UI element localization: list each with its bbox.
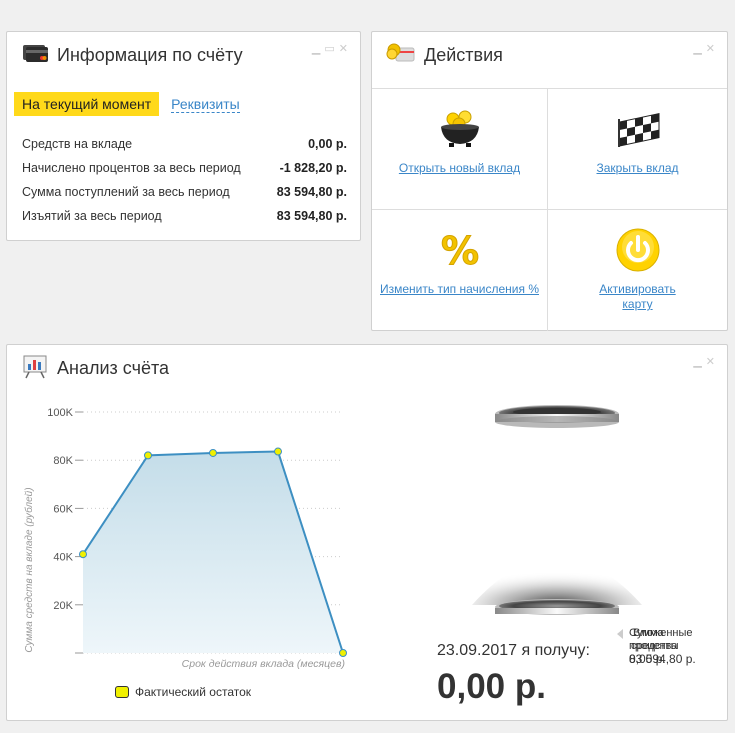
data-point	[209, 448, 217, 457]
change-interest-link[interactable]: Изменить тип начисления %	[380, 282, 539, 296]
y-tick-label: 80K	[53, 455, 73, 467]
account-info-panel: Информация по счёту ▁▭✕ На текущий момен…	[6, 31, 361, 241]
info-row-value: 0,00 р.	[308, 137, 347, 151]
maximize-icon[interactable]: ▭	[324, 42, 339, 55]
chart-legend: Фактический остаток	[115, 685, 251, 699]
actions-title: Действия	[424, 44, 503, 65]
window-controls: ▁▭✕	[312, 42, 352, 55]
legend-label: Фактический остаток	[135, 685, 252, 699]
y-tick-label: 40K	[53, 552, 73, 564]
cylinder-projection-graphic	[472, 405, 642, 615]
checkered-flag-icon[interactable]	[614, 107, 662, 151]
power-button-icon[interactable]	[614, 228, 662, 272]
credit-card-icon	[21, 43, 49, 68]
pointer-arrow-icon	[617, 629, 623, 639]
side-label-funds: средства	[631, 640, 678, 652]
tab-requisites[interactable]: Реквизиты	[171, 95, 240, 113]
window-controls: ▁✕	[693, 355, 719, 368]
info-tabs: На текущий момент Реквизиты	[14, 92, 360, 116]
percent-icon[interactable]: %	[436, 228, 484, 272]
data-point	[144, 451, 152, 460]
data-point	[79, 550, 87, 559]
close-icon[interactable]: ✕	[338, 42, 352, 55]
actions-grid: Открыть новый вклад Закрыть вклад	[372, 88, 727, 331]
coins-card-icon	[386, 42, 416, 69]
account-analysis-panel: Анализ счёта ▁✕ 20K 40K 60K 80K 100K Сумма с…	[6, 344, 728, 721]
minimize-icon[interactable]: ▁	[693, 355, 706, 368]
y-tick-label: 100K	[47, 407, 73, 419]
balance-area	[83, 451, 343, 653]
y-tick-label: 20K	[53, 600, 73, 612]
overlapping-side-labels: Вложенные Сумма проценты средства 0,00 р…	[619, 627, 719, 667]
legend-swatch	[115, 686, 129, 698]
info-row-label: Изъятий за весь период	[22, 209, 162, 223]
side-label-sum: Сумма	[629, 627, 664, 639]
x-axis-label: Срок действия вклада (месяцев)	[182, 658, 345, 670]
account-info-title: Информация по счёту	[57, 44, 243, 65]
data-point	[274, 447, 282, 456]
open-deposit-link[interactable]: Открыть новый вклад	[398, 161, 521, 175]
minimize-icon[interactable]: ▁	[311, 42, 325, 55]
balance-points	[79, 447, 347, 657]
info-rows: Средств на вкладе 0,00 р. Начислено проц…	[22, 132, 347, 228]
side-label-interest: проценты	[629, 640, 679, 652]
info-row: Изъятий за весь период 83 594,80 р.	[22, 204, 347, 228]
balance-chart: 20K 40K 60K 80K 100K Сумма средств на вкладе…	[23, 407, 347, 670]
side-value-funds: 83 594,80 р.	[629, 652, 696, 666]
info-row-value: 83 594,80 р.	[276, 209, 347, 223]
close-icon[interactable]: ✕	[705, 42, 719, 55]
info-row-label: Средств на вкладе	[22, 137, 133, 151]
side-label-invested: Вложенные	[633, 627, 693, 639]
side-value-interest: 0,00 р.	[629, 652, 666, 666]
actions-header: Действия ▁✕	[372, 32, 727, 78]
tab-current-moment[interactable]: На текущий момент	[14, 92, 160, 116]
window-controls: ▁✕	[693, 42, 719, 55]
close-icon[interactable]: ✕	[705, 355, 719, 368]
info-row-value: -1 828,20 р.	[279, 161, 347, 175]
y-tick-label: 60K	[53, 503, 73, 515]
gold-coins-pot-icon[interactable]	[436, 107, 484, 151]
data-point	[339, 649, 347, 657]
info-row-label: Сумма поступлений за весь период	[22, 185, 230, 199]
info-row-label: Начислено процентов за весь период	[22, 161, 241, 175]
analysis-header: Анализ счёта ▁✕	[7, 345, 727, 391]
close-deposit-link[interactable]: Закрыть вклад	[596, 161, 679, 175]
summary-amount: 0,00 р.	[437, 667, 546, 706]
action-open-deposit[interactable]: Открыть новый вклад	[372, 88, 548, 209]
minimize-icon[interactable]: ▁	[693, 42, 706, 55]
account-info-header: Информация по счёту ▁▭✕	[7, 32, 360, 78]
action-change-interest[interactable]: % Изменить тип начисления %	[372, 209, 548, 331]
svg-text:%: %	[440, 230, 478, 270]
activate-card-link[interactable]: Активировать карту	[599, 282, 676, 311]
y-axis-ticks: 20K 40K 60K 80K 100K	[47, 407, 83, 654]
action-activate-card[interactable]: Активировать карту	[548, 209, 727, 331]
info-row: Начислено процентов за весь период -1 82…	[22, 156, 347, 180]
actions-panel: Действия ▁✕ Открыть новый вклад	[371, 31, 728, 331]
info-row-value: 83 594,80 р.	[276, 185, 347, 199]
y-axis-label: Сумма средств на вкладе (рублей)	[23, 487, 35, 652]
info-row: Сумма поступлений за весь период 83 594,…	[22, 180, 347, 204]
action-close-deposit[interactable]: Закрыть вклад	[548, 88, 727, 209]
info-row: Средств на вкладе 0,00 р.	[22, 132, 347, 156]
analysis-title: Анализ счёта	[57, 357, 170, 378]
bar-chart-board-icon	[21, 353, 49, 384]
summary-date: 23.09.2017 я получу:	[437, 642, 590, 659]
